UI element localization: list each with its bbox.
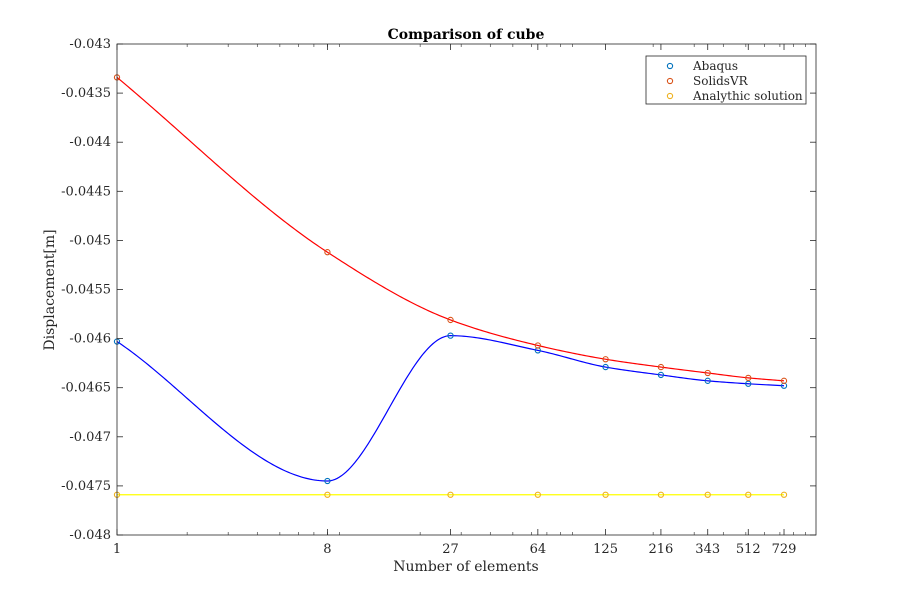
data-point	[657, 363, 665, 371]
data-point	[745, 374, 752, 382]
y-tick-label: -0.048	[69, 528, 111, 543]
data-point	[745, 491, 752, 498]
legend-marker	[666, 62, 674, 70]
y-axis-label: Displacement[m]	[42, 229, 58, 350]
data-point	[657, 371, 665, 379]
y-tick-label: -0.0475	[61, 479, 111, 494]
y-tick-label: -0.0435	[61, 86, 111, 101]
data-point	[704, 491, 711, 498]
legend-label: Abaqus	[692, 59, 738, 73]
data-point	[447, 316, 454, 324]
legend-label: Analythic solution	[692, 89, 803, 103]
x-tick-label: 1	[113, 542, 121, 557]
y-tick-label: -0.0465	[61, 381, 111, 396]
y-tick-label: -0.0445	[61, 184, 111, 199]
x-tick-label: 343	[695, 542, 720, 557]
y-tick-label: -0.045	[69, 233, 111, 248]
data-point	[780, 491, 788, 498]
data-point	[657, 491, 665, 498]
plot-area	[117, 44, 816, 535]
x-tick-label: 125	[593, 542, 618, 557]
data-point	[534, 491, 541, 498]
x-tick-label: 64	[530, 542, 547, 557]
y-tick-label: -0.046	[69, 332, 111, 347]
data-point	[447, 332, 454, 339]
data-point	[745, 380, 752, 387]
data-point	[324, 477, 331, 485]
data-point	[447, 491, 454, 498]
y-tick-label: -0.043	[69, 37, 111, 52]
series-line-0	[116, 335, 785, 482]
data-point	[780, 377, 788, 384]
legend-label: SolidsVR	[693, 74, 749, 88]
data-point	[602, 356, 609, 363]
data-point	[704, 369, 711, 377]
data-point	[324, 491, 331, 498]
x-tick-label: 8	[323, 542, 331, 557]
x-tick-label: 27	[442, 542, 459, 557]
data-point	[602, 363, 609, 371]
data-point	[704, 377, 711, 384]
x-tick-label: 216	[649, 542, 674, 557]
y-tick-label: -0.047	[69, 430, 111, 445]
y-tick-label: -0.0455	[61, 283, 111, 298]
legend-marker	[666, 92, 674, 100]
chart-title: Comparison of cube	[388, 27, 545, 43]
data-point	[324, 249, 331, 256]
x-axis-label: Number of elements	[393, 559, 538, 575]
x-tick-label: 512	[736, 542, 761, 557]
y-tick-label: -0.044	[69, 135, 111, 150]
x-tick-label: 729	[772, 542, 797, 557]
series-line-1	[116, 76, 785, 382]
data-point	[602, 491, 609, 498]
data-point	[534, 342, 541, 349]
legend-marker	[666, 77, 674, 85]
